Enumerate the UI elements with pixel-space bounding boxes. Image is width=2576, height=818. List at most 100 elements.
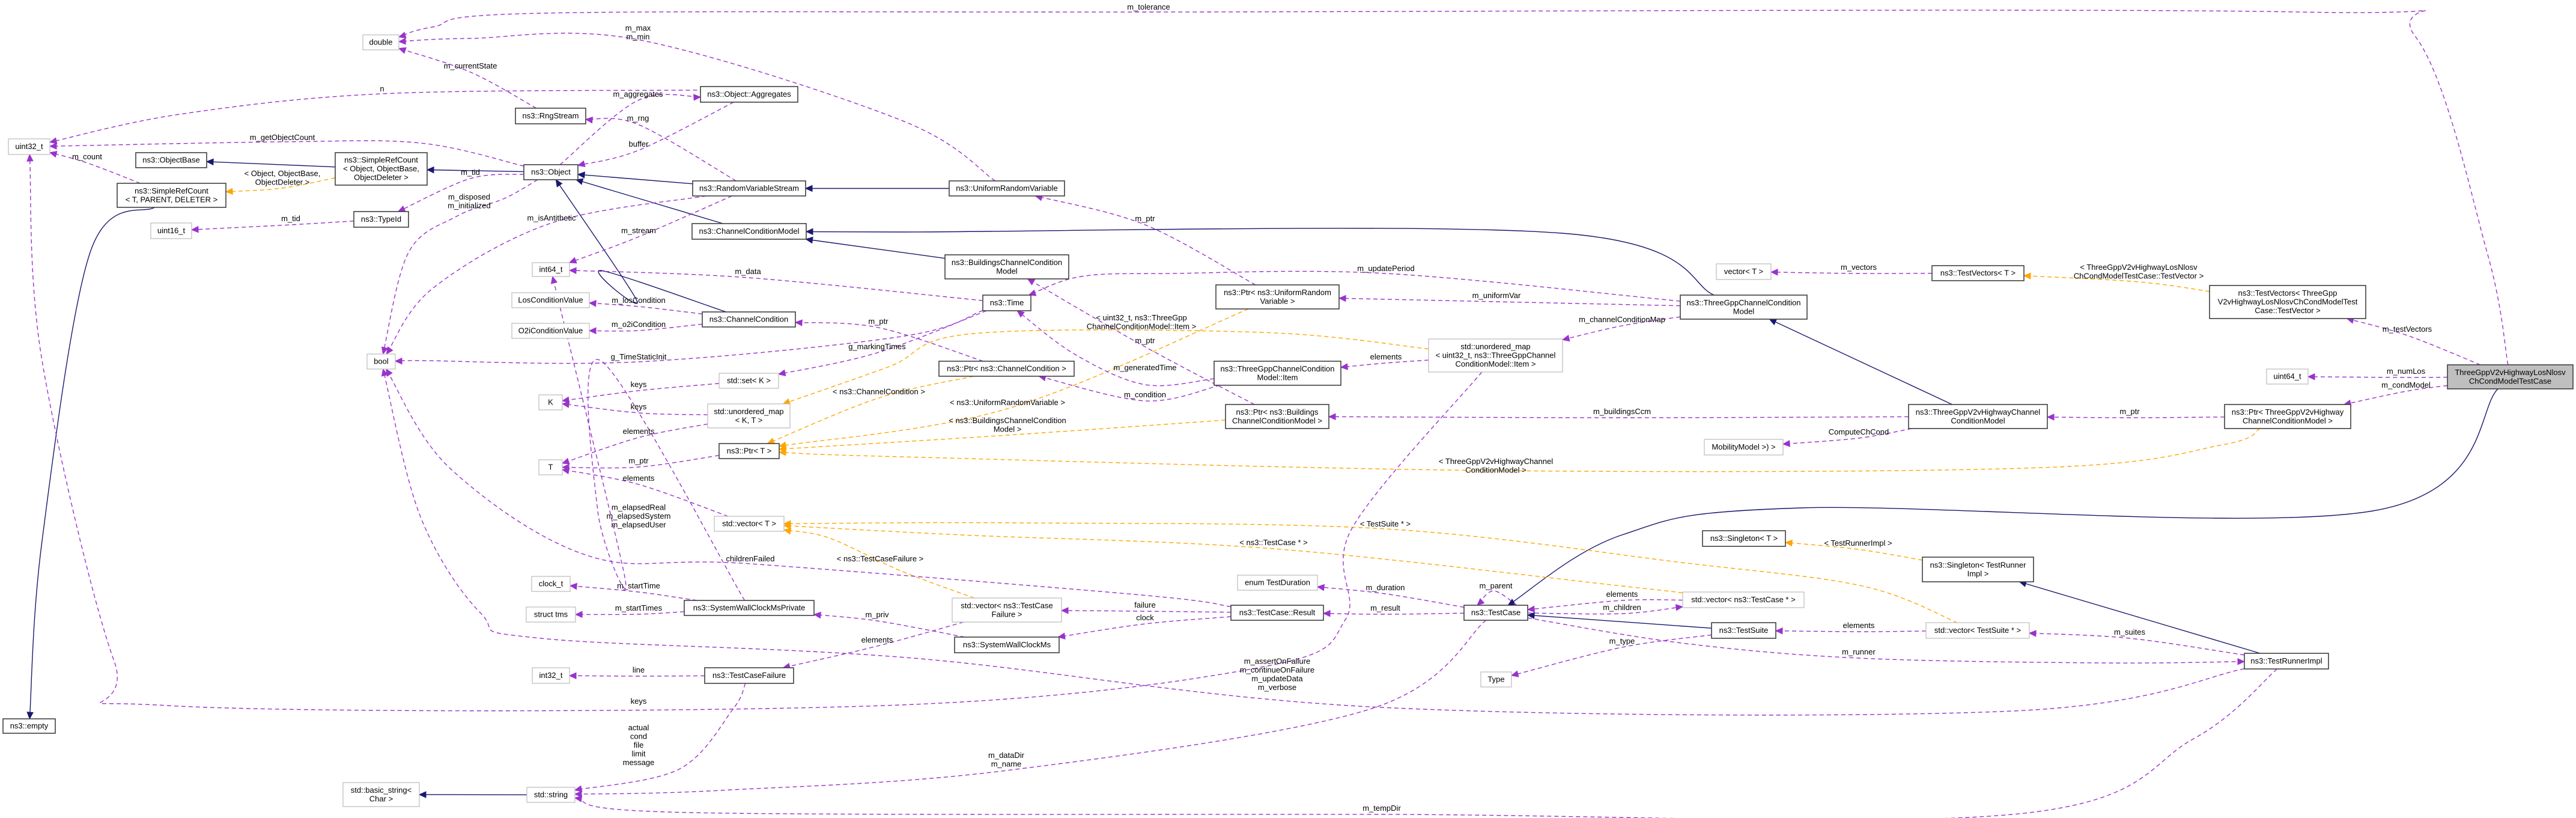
node-t: T — [538, 459, 563, 475]
node-urv[interactable]: ns3::UniformRandomVariable — [949, 180, 1065, 197]
edge-line — [1507, 388, 2499, 606]
arrowhead-icon — [1060, 607, 1069, 614]
edge-inherit — [1526, 612, 1712, 629]
edge-line — [398, 47, 537, 109]
edge-label: m_generatedTime — [1113, 363, 1176, 372]
arrowhead-icon — [794, 319, 803, 326]
node-obj[interactable]: ns3::Object — [523, 164, 579, 180]
arrowhead-icon — [398, 31, 407, 38]
node-box — [1716, 263, 1772, 280]
node-box — [2, 718, 56, 734]
node-tvTV[interactable]: ns3::TestVectors< ThreeGppV2vHighwayLosN… — [2209, 285, 2366, 319]
node-label: ns3::ChannelConditionModel — [699, 227, 800, 236]
node-box — [2209, 285, 2366, 319]
node-src_t[interactable]: ns3::SimpleRefCount< T, PARENT, DELETER … — [117, 183, 226, 208]
edge-label: m_min — [626, 32, 649, 41]
arrowhead-icon — [1027, 278, 1036, 285]
node-v2vccm[interactable]: ns3::ThreeGppV2vHighwayChannelConditionM… — [1908, 404, 2048, 429]
edge-usage — [794, 319, 983, 362]
node-ptrurv[interactable]: ns3::Ptr< ns3::UniformRandomVariable > — [1215, 284, 1340, 310]
node-rng[interactable]: ns3::RngStream — [515, 108, 586, 124]
node-src_obj[interactable]: ns3::SimpleRefCount< Object, ObjectBase,… — [335, 152, 428, 186]
node-ptrv2v[interactable]: ns3::Ptr< ThreeGppV2vHighwayChannelCondi… — [2224, 404, 2351, 429]
node-box — [1931, 265, 2025, 281]
node-suite[interactable]: ns3::TestSuite — [1711, 622, 1776, 639]
edge-label: m_updateData — [1251, 674, 1303, 683]
node-objbase[interactable]: ns3::ObjectBase — [135, 152, 207, 168]
edge-label: keys — [631, 402, 647, 411]
edge-usage — [577, 102, 734, 168]
node-box — [1680, 295, 1808, 320]
node-tvT[interactable]: ns3::TestVectors< T > — [1931, 265, 2025, 281]
node-tcf[interactable]: ns3::TestCaseFailure — [704, 667, 794, 684]
node-ptrt[interactable]: ns3::Ptr< T > — [718, 443, 780, 459]
edge-usage — [2307, 373, 2448, 380]
edge-label: m_ptr — [1135, 336, 1155, 345]
arrowhead-icon — [804, 185, 813, 192]
node-tc[interactable]: ns3::TestCase — [1463, 605, 1528, 621]
node-o2i: O2iConditionValue — [511, 323, 590, 339]
edge-usage — [1561, 316, 1681, 342]
node-vectc: std::vector< ns3::TestCase * > — [1682, 591, 1805, 608]
node-label: ns3::TypeId — [361, 215, 401, 224]
node-empty[interactable]: ns3::empty — [2, 718, 56, 734]
node-box — [944, 254, 1069, 279]
node-single_t[interactable]: ns3::Singleton< T > — [1702, 530, 1786, 547]
node-label: ConditionModel::Item > — [1455, 359, 1536, 368]
arrowhead-icon — [49, 142, 57, 150]
node-agg[interactable]: ns3::Object::Aggregates — [700, 86, 798, 103]
node-box — [1428, 338, 1563, 373]
arrowhead-icon — [588, 300, 597, 307]
node-box — [691, 223, 807, 240]
node-ptrcc[interactable]: ns3::Ptr< ns3::ChannelCondition > — [938, 361, 1075, 377]
arrowhead-icon — [1561, 335, 1570, 342]
edge-label: m_result — [1370, 603, 1400, 612]
edge-label: < uint32_t, ns3::ThreeGpp — [1096, 313, 1186, 322]
edge-usage — [190, 221, 354, 233]
edge-line — [575, 611, 685, 615]
edge-label: < ThreeGppV2vHighwayLosNlosv — [2080, 263, 2198, 272]
arrowhead-icon — [1784, 539, 1793, 547]
node-cc[interactable]: ns3::ChannelCondition — [702, 311, 796, 328]
node-box — [1230, 605, 1324, 621]
node-rvs[interactable]: ns3::RandomVariableStream — [692, 180, 806, 197]
arrowhead-icon — [693, 94, 702, 101]
node-swcm[interactable]: ns3::SystemWallClockMs — [954, 636, 1060, 653]
edge-label: keys — [631, 380, 647, 389]
node-single_tri[interactable]: ns3::Singleton< TestRunnerImpl > — [1922, 557, 2034, 582]
edge-inherit — [555, 179, 726, 313]
edge-label: m_condition — [1124, 390, 1166, 399]
node-ptrbccm[interactable]: ns3::Ptr< ns3::BuildingsChannelCondition… — [1225, 404, 1329, 429]
node-typeid[interactable]: ns3::TypeId — [353, 211, 409, 228]
node-label: ns3::Object — [531, 168, 571, 177]
node-label: ns3::TestCase — [1471, 608, 1520, 617]
node-runner[interactable]: ns3::TestRunnerImpl — [2244, 653, 2329, 670]
node-result[interactable]: ns3::TestCase::Result — [1230, 605, 1324, 621]
node-time[interactable]: ns3::Time — [982, 295, 1031, 311]
node-swcmp[interactable]: ns3::SystemWallClockMsPrivate — [684, 600, 815, 616]
edge-label: m_ptr — [2119, 407, 2140, 416]
node-vecsuite: std::vector< TestSuite * > — [1925, 622, 2030, 639]
node-main[interactable]: ThreeGppV2vHighwayLosNlosvChCondModelTes… — [2447, 364, 2574, 389]
edge-usage — [782, 621, 964, 670]
edge-label: m_priv — [865, 610, 889, 619]
node-label: std::vector< ns3::TestCase — [961, 601, 1053, 610]
edge-label: m_tid — [461, 168, 480, 177]
edge-usage — [568, 195, 732, 264]
node-label: Variable > — [1260, 296, 1295, 305]
arrowhead-icon — [381, 346, 389, 355]
node-label: ConditionModel — [1951, 416, 2005, 425]
edge-usage — [1527, 617, 2246, 665]
node-box — [1214, 361, 1341, 386]
edge-line — [398, 10, 2509, 365]
node-box — [952, 597, 1062, 623]
edge-label: m_losCondition — [612, 296, 666, 305]
node-ccm[interactable]: ns3::ChannelConditionModel — [691, 223, 807, 240]
arrowhead-icon — [1782, 440, 1790, 447]
edge-label: g_TimeStaticInit — [611, 352, 667, 361]
arrowhead-icon — [1016, 310, 1025, 318]
